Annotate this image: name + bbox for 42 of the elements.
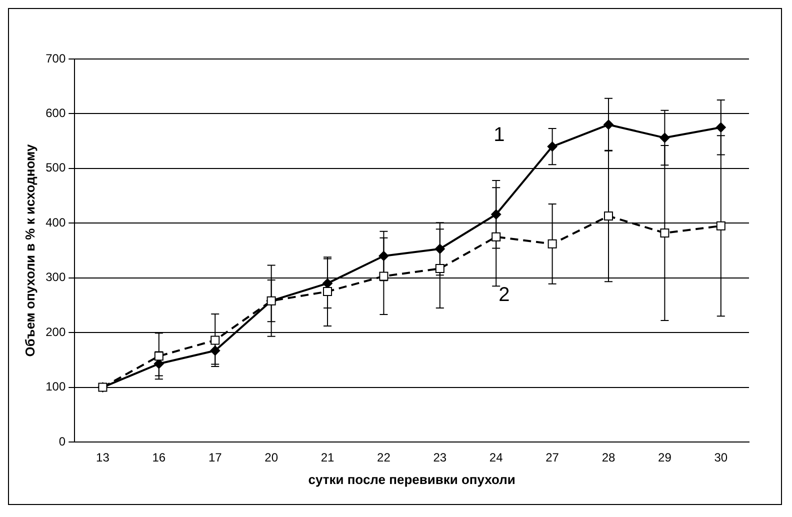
point	[491, 209, 502, 220]
x-tick-label: 23	[433, 450, 447, 465]
x-tick-label: 27	[546, 450, 560, 465]
y-tick-label: 600	[46, 106, 66, 120]
y-tick-label: 700	[46, 51, 66, 66]
y-tick-label: 400	[46, 215, 66, 230]
point	[379, 272, 388, 281]
point	[435, 264, 444, 274]
point	[716, 221, 726, 230]
x-tick-label: 30	[714, 450, 728, 465]
y-tick-label: 0	[58, 434, 66, 448]
point	[548, 239, 557, 248]
point	[154, 352, 164, 361]
point	[492, 232, 501, 242]
point	[547, 142, 558, 152]
point	[434, 244, 445, 254]
point	[323, 287, 332, 296]
point	[378, 250, 389, 261]
x-tick-label: 16	[152, 450, 166, 465]
x-tick-label: 13	[96, 450, 110, 465]
x-axis-title: сутки после перевивки опухоли	[308, 472, 516, 487]
y-tick-label: 100	[46, 380, 66, 394]
point	[660, 132, 670, 143]
point	[322, 278, 333, 288]
point	[210, 346, 220, 356]
x-tick-label: 20	[264, 450, 278, 465]
x-tick-label: 29	[658, 450, 672, 465]
series-label: 1	[494, 124, 505, 146]
y-tick-label: 300	[46, 270, 66, 284]
text: 2	[498, 284, 510, 306]
y-axis-title: Объем опухоли в % к исходному	[22, 143, 38, 357]
x-tick-label: 28	[602, 450, 616, 465]
x-tick-label: 17	[208, 450, 222, 465]
point	[604, 120, 614, 130]
point	[716, 122, 726, 132]
y-tick-label: 500	[46, 160, 66, 175]
x-tick-label: 21	[320, 450, 335, 465]
x-tick-label: 22	[377, 450, 391, 465]
y-tick-label: 200	[46, 324, 66, 339]
x-tick-label: 24	[489, 450, 504, 465]
point	[660, 228, 670, 238]
point	[210, 336, 220, 345]
